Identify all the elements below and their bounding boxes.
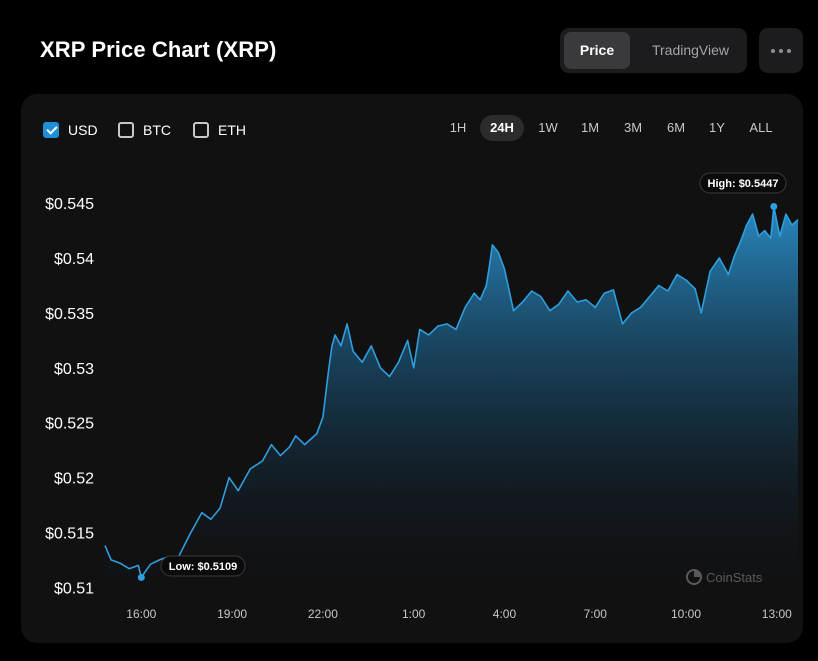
range-all[interactable]: ALL (749, 120, 773, 135)
range-3m[interactable]: 3M (623, 120, 643, 135)
more-dots-icon-dot (787, 49, 791, 53)
x-tick-label: 22:00 (308, 607, 338, 621)
y-tick-label: $0.54 (54, 251, 94, 268)
range-6m[interactable]: 6M (666, 120, 686, 135)
range-1m[interactable]: 1M (580, 120, 600, 135)
high-label-pill (699, 172, 787, 194)
x-tick-label: 13:00 (762, 607, 792, 621)
currency-toggle-eth[interactable]: ETH (193, 120, 246, 140)
more-dots-icon (771, 49, 775, 53)
x-tick-label: 16:00 (126, 607, 156, 621)
tab-tradingview[interactable]: TradingView (651, 42, 730, 58)
low-label: Low: $0.5109 (169, 561, 237, 573)
more-dots-icon-dot (779, 49, 783, 53)
range-1h[interactable]: 1H (449, 120, 467, 135)
range-24h[interactable]: 24H (480, 115, 524, 141)
currency-label-eth: ETH (218, 122, 246, 138)
tab-price[interactable]: Price (564, 32, 630, 69)
coinstats-watermark: CoinStats (686, 569, 763, 585)
more-options-button[interactable] (759, 28, 803, 73)
x-tick-label: 19:00 (217, 607, 247, 621)
y-tick-label: $0.52 (54, 471, 94, 488)
checkbox-unchecked-icon (118, 122, 134, 138)
range-1y[interactable]: 1Y (709, 120, 725, 135)
y-tick-label: $0.53 (54, 361, 94, 378)
currency-label-btc: BTC (143, 122, 171, 138)
low-point (137, 573, 145, 581)
y-tick-label: $0.515 (45, 525, 94, 542)
y-tick-label: $0.525 (45, 416, 94, 433)
y-tick-label: $0.545 (45, 196, 94, 213)
watermark-text: CoinStats (706, 570, 763, 585)
high-label: High: $0.5447 (708, 178, 779, 190)
y-axis: $0.51 $0.515 $0.52 $0.525 $0.53 $0.535 $0.54 $0… (45, 196, 94, 597)
x-tick-label: 7:00 (584, 607, 608, 621)
view-toggle: Price TradingView (560, 28, 747, 73)
checkbox-checked-icon (43, 122, 59, 138)
coinstats-logo-icon-wedge (694, 570, 701, 577)
range-1w[interactable]: 1W (538, 120, 558, 135)
high-point (770, 202, 778, 210)
checkbox-unchecked-icon (193, 122, 209, 138)
price-line (104, 205, 799, 579)
markers: High: $0.5447 Low: $0.5109 (137, 172, 787, 581)
x-axis: 16:00 19:00 22:00 1:00 4:00 7:00 10:00 13:00 (126, 607, 792, 621)
currency-label-usd: USD (68, 122, 98, 138)
y-tick-label: $0.51 (54, 580, 94, 597)
y-tick-label: $0.535 (45, 306, 94, 323)
page-title: XRP Price Chart (XRP) (40, 37, 277, 62)
low-label-pill (160, 555, 246, 577)
x-tick-label: 4:00 (493, 607, 517, 621)
x-tick-label: 1:00 (402, 607, 426, 621)
price-area (105, 206, 798, 600)
currency-toggle-btc[interactable]: BTC (118, 120, 171, 140)
x-tick-label: 10:00 (671, 607, 701, 621)
currency-toggle-usd[interactable]: USD (43, 120, 98, 140)
